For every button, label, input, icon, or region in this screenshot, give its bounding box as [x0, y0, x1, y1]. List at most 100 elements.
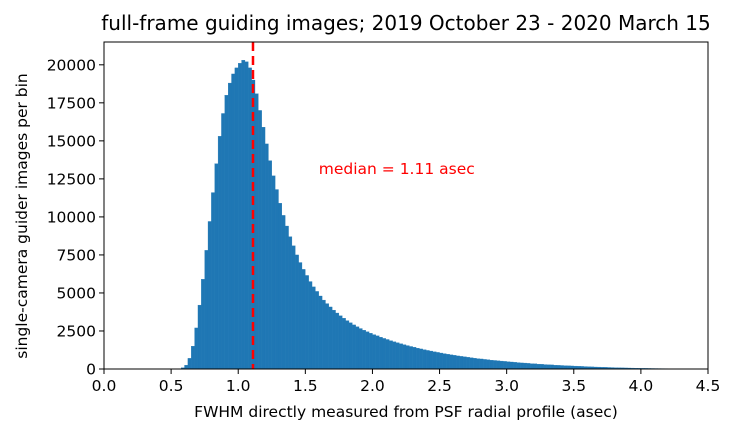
histogram-bar — [472, 358, 477, 370]
histogram-bar — [442, 353, 447, 370]
histogram-bar — [311, 286, 316, 370]
histogram-bar — [499, 360, 504, 370]
histogram-bar — [523, 362, 527, 370]
histogram-bar — [379, 337, 383, 370]
histogram-bar — [459, 356, 464, 370]
histogram-bar — [345, 320, 350, 370]
x-tick-label: 1.0 — [226, 377, 251, 395]
histogram-bar — [278, 203, 282, 370]
histogram-bar — [325, 303, 329, 370]
x-tick-label: 3.0 — [494, 377, 519, 395]
histogram-bar — [432, 351, 437, 370]
y-tick-label: 15000 — [47, 132, 96, 150]
histogram-bar — [348, 322, 353, 370]
histogram-bar — [560, 365, 564, 370]
histogram-bar — [211, 192, 215, 370]
histogram-bar — [506, 361, 511, 370]
y-tick-label: 10000 — [47, 208, 96, 226]
x-tick-label: 0.0 — [92, 377, 117, 395]
histogram-bar — [214, 163, 219, 370]
histogram-bar — [321, 299, 326, 370]
y-tick-label: 20000 — [47, 56, 96, 74]
histogram-bar — [556, 365, 561, 370]
histogram-bar — [466, 357, 470, 370]
histogram-bar — [496, 360, 501, 370]
histogram-bar — [231, 73, 236, 370]
histogram-bar — [550, 364, 554, 370]
histogram-bar — [493, 360, 497, 370]
histogram-bar — [274, 189, 279, 370]
histogram-bar — [315, 291, 319, 370]
x-tick-label: 0.5 — [159, 377, 184, 395]
histogram-bar — [221, 113, 225, 370]
histogram-bar — [217, 136, 222, 370]
histogram-bar — [291, 245, 296, 370]
y-tick-label: 7500 — [57, 246, 96, 264]
histogram-bar — [395, 342, 400, 370]
histogram-bar — [372, 334, 376, 370]
histogram-bar — [412, 347, 417, 370]
y-tick-label: 5000 — [57, 284, 96, 302]
median-annotation: median = 1.11 asec — [319, 160, 475, 178]
histogram-bar — [375, 335, 380, 370]
histogram-bar — [194, 327, 199, 370]
histogram-bar — [563, 365, 568, 370]
histogram-bar — [469, 357, 474, 370]
histogram-bar — [355, 326, 360, 370]
histogram-bar — [402, 344, 407, 370]
histogram-bar — [436, 352, 440, 370]
histogram-bar — [238, 63, 242, 370]
y-tick-label: 0 — [86, 361, 96, 379]
histogram-bar — [298, 262, 303, 370]
histogram-bar — [285, 225, 289, 370]
histogram-bar — [530, 363, 534, 370]
histogram-bar — [422, 349, 427, 370]
histogram-bar — [258, 110, 262, 370]
x-tick-label: 2.0 — [360, 377, 385, 395]
histogram-bar — [288, 236, 293, 370]
histogram-bar — [429, 350, 433, 370]
x-axis-ticks: 0.0 0.5 1.0 1.5 2.0 2.5 3.0 3.5 4.0 4.5 — [92, 369, 721, 395]
histogram-bar — [479, 358, 484, 370]
histogram-bar — [234, 67, 239, 370]
histogram-bar — [342, 318, 346, 370]
x-tick-label: 4.5 — [696, 377, 721, 395]
histogram-bar — [264, 143, 269, 370]
histogram-bar — [335, 312, 340, 370]
histogram-bar — [228, 82, 232, 370]
x-tick-label: 2.5 — [427, 377, 452, 395]
x-axis-label: FWHM directly measured from PSF radial p… — [194, 403, 618, 421]
histogram-bar — [281, 215, 286, 370]
histogram-bar — [184, 365, 189, 370]
histogram-bar — [241, 60, 246, 370]
histogram-bar — [389, 340, 393, 370]
histogram-bar — [526, 363, 531, 370]
histogram-bar — [328, 306, 333, 370]
histogram-bar — [405, 345, 410, 370]
histogram-bar — [543, 364, 548, 370]
plot-frame — [103, 41, 709, 370]
histogram-bar — [503, 361, 507, 370]
histogram-bar — [244, 61, 249, 370]
histogram-bar — [295, 254, 299, 370]
histogram-bar — [483, 359, 487, 370]
histogram-bars — [177, 60, 695, 370]
histogram-bar — [308, 281, 313, 370]
histogram-bar — [268, 160, 272, 370]
histogram-bar — [358, 328, 363, 370]
histogram-bar — [248, 67, 252, 370]
x-tick-label: 3.5 — [561, 377, 586, 395]
histogram-bar — [489, 360, 494, 370]
histogram-bar — [516, 362, 521, 370]
histogram-bar — [446, 354, 450, 370]
histogram-bar — [546, 364, 551, 370]
histogram-bar — [519, 362, 524, 370]
histogram-bar — [305, 275, 309, 370]
y-tick-label: 2500 — [57, 322, 96, 340]
histogram-bar — [456, 355, 460, 370]
histogram-bar — [533, 363, 538, 370]
histogram-bar — [553, 365, 558, 370]
histogram-bar — [449, 354, 454, 370]
histogram-bar — [365, 331, 370, 370]
